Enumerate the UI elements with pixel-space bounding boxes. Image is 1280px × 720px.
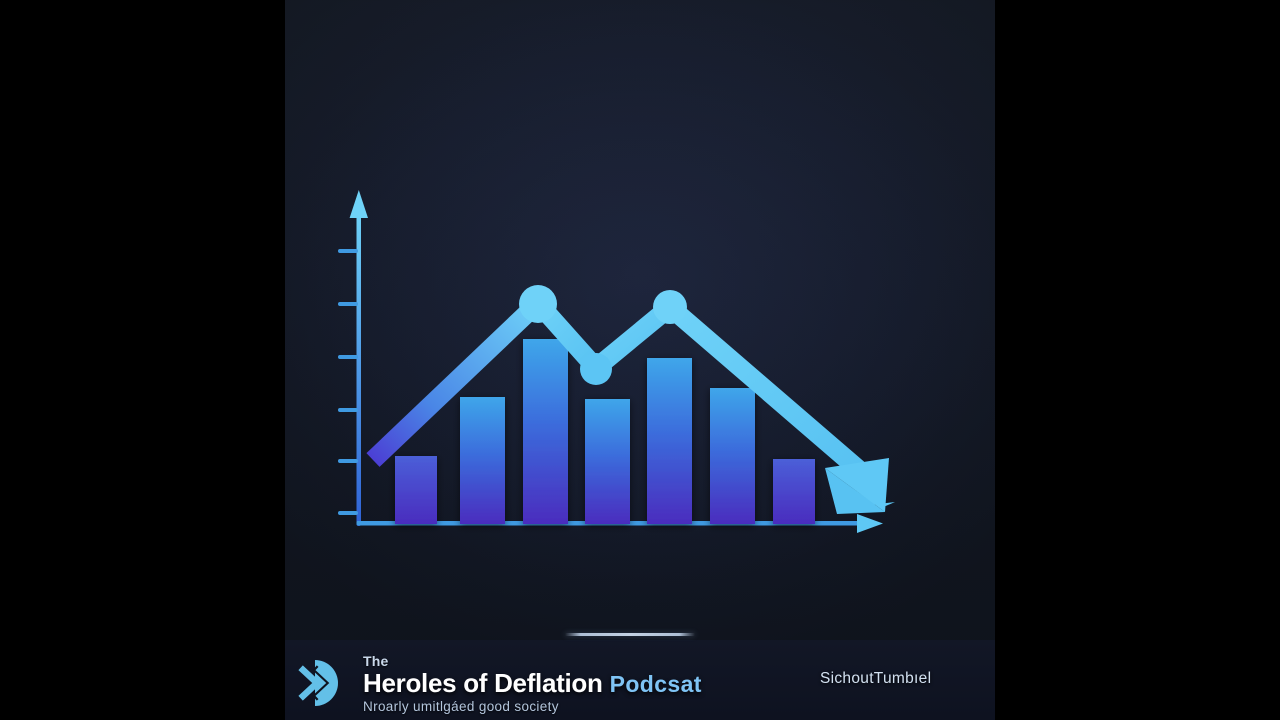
brand-eyebrow: The bbox=[363, 653, 389, 669]
footer-band bbox=[285, 640, 995, 720]
bar-7 bbox=[773, 459, 815, 524]
line-marker-peak-1 bbox=[519, 285, 557, 323]
letterbox-right bbox=[995, 0, 1280, 720]
double-chevron-circle-logo-icon bbox=[295, 656, 349, 710]
footer-divider bbox=[565, 633, 695, 636]
y-axis bbox=[338, 190, 368, 526]
letterbox-left bbox=[0, 0, 285, 720]
line-marker-valley bbox=[580, 353, 612, 385]
trend-line bbox=[366, 285, 895, 514]
bar-5 bbox=[647, 358, 692, 524]
footer-right-label: SichoutTumbıel bbox=[820, 670, 932, 687]
cover-art-panel: The Heroles of Deflation Podcsat Nroarly… bbox=[285, 0, 995, 720]
brand-title-row: Heroles of Deflation Podcsat bbox=[363, 670, 702, 696]
bar-chart-illustration bbox=[338, 190, 895, 533]
brand-suffix: Podcsat bbox=[609, 671, 702, 697]
bar-1 bbox=[395, 456, 437, 524]
bar-group bbox=[395, 339, 815, 524]
bar-2 bbox=[460, 397, 505, 524]
y-axis-ticks bbox=[338, 249, 358, 515]
bar-3 bbox=[523, 339, 568, 524]
bar-4 bbox=[585, 399, 630, 524]
brand-text-block: The Heroles of Deflation Podcsat Nroarly… bbox=[363, 652, 702, 714]
bar-6 bbox=[710, 388, 755, 524]
brand-block: The Heroles of Deflation Podcsat Nroarly… bbox=[295, 652, 702, 714]
line-marker-peak-2 bbox=[653, 290, 687, 324]
brand-title: Heroles of Deflation bbox=[363, 668, 603, 698]
brand-tagline: Nroarly umitlgáed good society bbox=[363, 699, 559, 714]
